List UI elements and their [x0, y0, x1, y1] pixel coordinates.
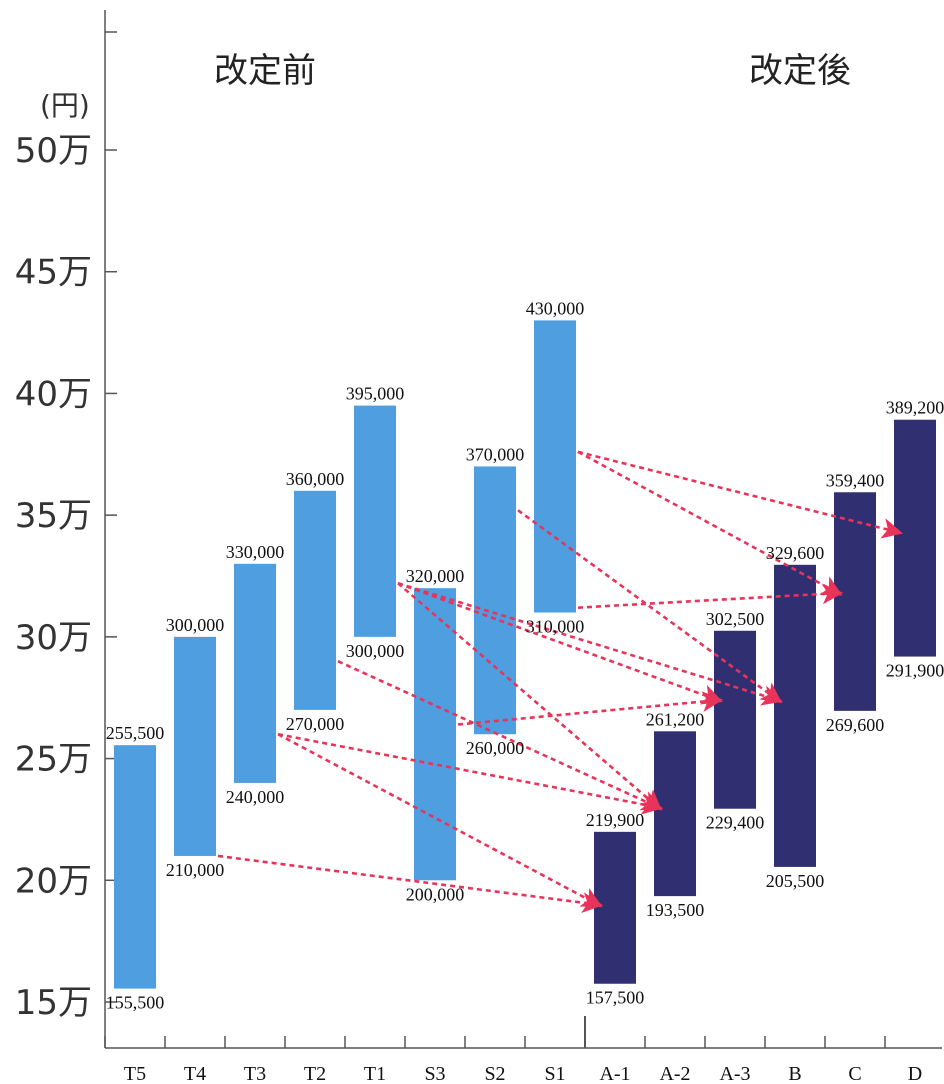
x-tick-label: S2 — [484, 1063, 505, 1084]
arrow-s1-to-d — [577, 450, 904, 539]
bar-low-label: 240,000 — [226, 787, 285, 807]
bar-high-label: 370,000 — [466, 444, 525, 464]
bar-low-label: 229,400 — [706, 813, 765, 833]
arrow-s1-to-c — [577, 583, 844, 609]
bar-low-label: 260,000 — [466, 738, 525, 758]
bar-high-label: 320,000 — [406, 566, 465, 586]
bar-t4 — [174, 636, 216, 856]
bar-b — [774, 564, 816, 867]
arrow-t1-to-b — [397, 582, 783, 706]
arrow-t1-to-a-3 — [397, 582, 723, 705]
bar-high-label: 300,000 — [166, 615, 225, 635]
bar-low-label: 193,500 — [646, 900, 705, 920]
bar-low-label: 300,000 — [346, 641, 405, 661]
transition-arrows — [217, 450, 904, 913]
bar-t1 — [354, 405, 396, 637]
bar-t3 — [234, 563, 276, 783]
x-tick-label: T5 — [124, 1063, 146, 1084]
y-tick-label: 50万 — [15, 131, 92, 171]
bar-high-label: 430,000 — [526, 298, 585, 318]
group-title-after: 改定後 — [749, 51, 851, 91]
bar-low-label: 205,500 — [766, 871, 825, 891]
bar-d — [894, 419, 936, 657]
bar-low-label: 157,500 — [586, 988, 645, 1008]
x-tick-label: D — [908, 1063, 922, 1084]
bar-s2 — [474, 466, 516, 735]
y-tick-label: 20万 — [15, 861, 92, 901]
bar-t2 — [294, 490, 336, 710]
bar-high-label: 255,500 — [106, 723, 165, 743]
bar-s3 — [414, 588, 456, 881]
bar-high-label: 261,200 — [646, 709, 705, 729]
x-tick-label: T2 — [304, 1063, 326, 1084]
y-tick-label: 45万 — [15, 253, 92, 293]
bar-low-label: 269,600 — [826, 715, 885, 735]
bar-low-label: 155,500 — [106, 993, 165, 1013]
bar-low-label: 310,000 — [526, 617, 585, 637]
x-tick-label: C — [848, 1063, 861, 1084]
y-tick-label: 25万 — [15, 740, 92, 780]
arrow-t3-to-a-2 — [277, 732, 664, 815]
bar-s1 — [534, 320, 576, 613]
bar-high-label: 359,400 — [826, 470, 885, 490]
arrow-t4-to-a-1 — [217, 854, 604, 913]
x-tick-label: T1 — [364, 1063, 386, 1084]
arrow-t1-to-a-2 — [397, 582, 662, 811]
y-tick-label: 15万 — [15, 983, 92, 1023]
unit-label: (円) — [40, 89, 90, 122]
x-tick-label: T3 — [244, 1063, 266, 1084]
x-tick-label: A-3 — [719, 1063, 750, 1084]
y-tick-label: 40万 — [15, 374, 92, 414]
x-tick-label: S3 — [424, 1063, 445, 1084]
bar-a-3 — [714, 630, 756, 809]
bar-high-label: 329,600 — [766, 543, 825, 563]
value-labels: T5 255,500 155,500 T4 300,000 210,000 T3 330,00… — [106, 298, 944, 1084]
bar-low-label: 200,000 — [406, 884, 465, 904]
x-tick-label: A-2 — [659, 1063, 690, 1084]
arrow-s1-to-c — [577, 450, 843, 596]
arrow-t2-to-a-2 — [337, 660, 663, 811]
bar-high-label: 389,200 — [886, 398, 944, 418]
bar-low-label: 210,000 — [166, 860, 225, 880]
axes: 15万 20万 25万 30万 35万 40万 45万 50万 — [15, 10, 942, 1049]
bar-low-label: 291,900 — [886, 661, 944, 681]
y-tick-label: 35万 — [15, 496, 92, 536]
bar-t5 — [114, 745, 156, 989]
arrow-t3-to-a-1 — [277, 733, 603, 908]
bar-high-label: 219,900 — [586, 810, 645, 830]
bar-a-1 — [594, 831, 636, 984]
x-tick-label: S1 — [544, 1063, 565, 1084]
bar-high-label: 302,500 — [706, 609, 765, 629]
arrow-s3-to-a-3 — [457, 691, 724, 726]
bar-high-label: 395,000 — [346, 384, 405, 404]
bar-low-label: 270,000 — [286, 714, 345, 734]
bar-high-label: 360,000 — [286, 469, 345, 489]
x-tick-label: A-1 — [599, 1063, 630, 1084]
x-tick-label: T4 — [184, 1063, 206, 1084]
y-tick-label: 30万 — [15, 618, 92, 658]
x-tick-label: B — [788, 1063, 801, 1084]
group-title-before: 改定前 — [214, 51, 316, 91]
bar-high-label: 330,000 — [226, 542, 285, 562]
bar-a-2 — [654, 731, 696, 897]
